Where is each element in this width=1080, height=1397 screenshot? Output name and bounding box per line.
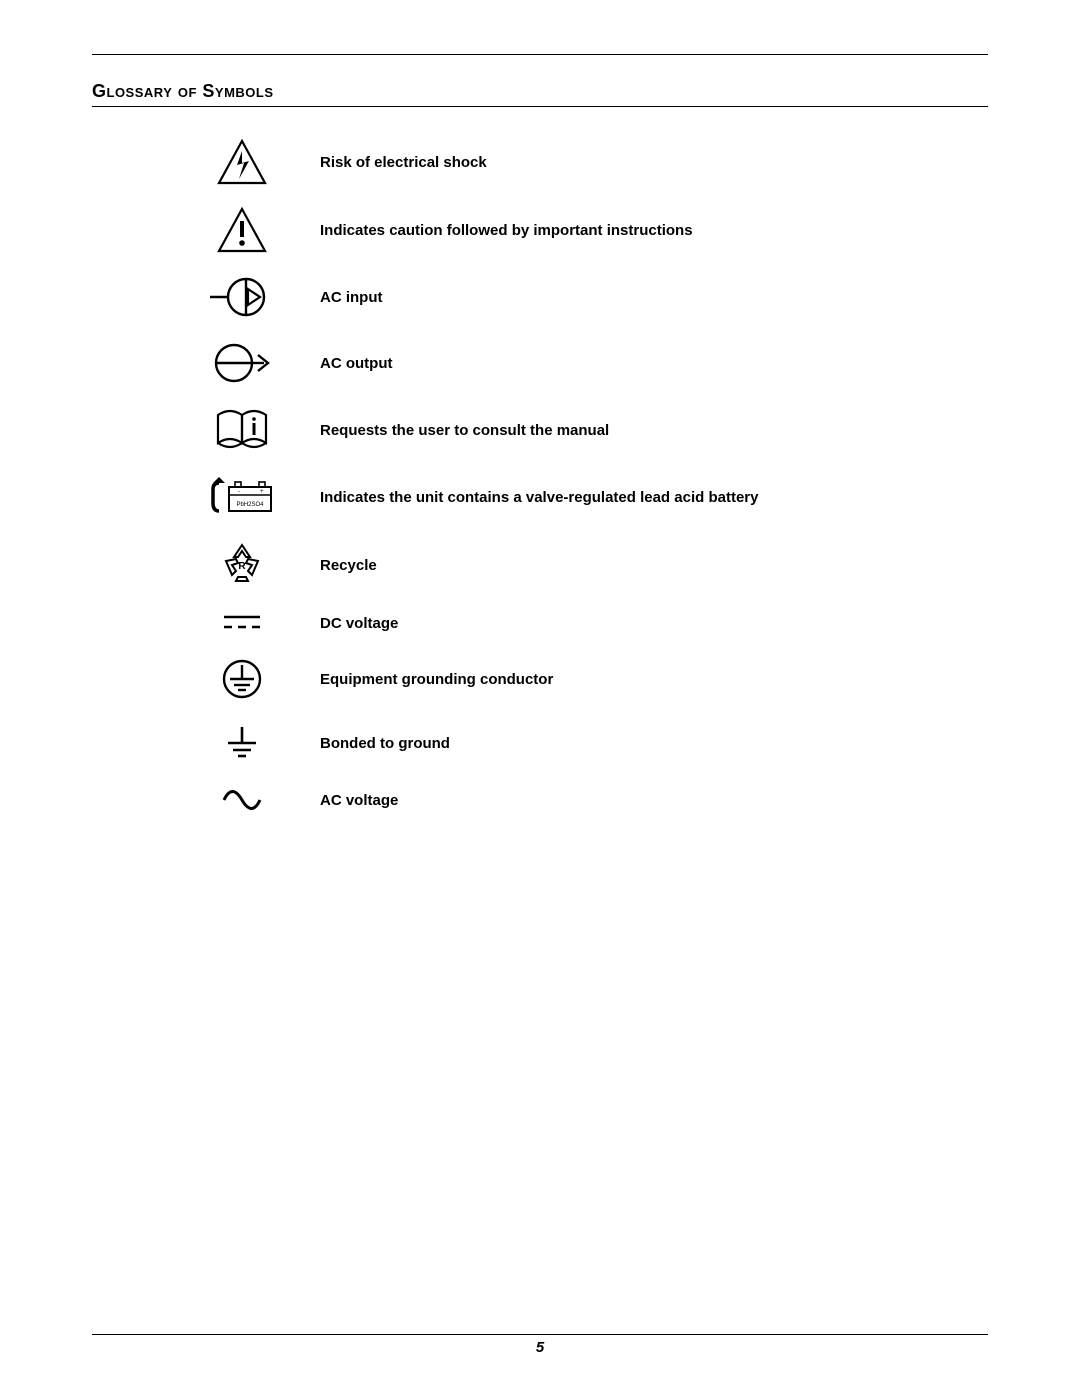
glossary-list: Risk of electrical shock Indicates cauti… — [182, 139, 948, 815]
glossary-row: AC output — [182, 341, 948, 385]
ac-input-icon — [182, 275, 302, 319]
battery-icon: - + PbH2SO4 — [182, 475, 302, 519]
page: Glossary of Symbols Risk of electrical s… — [0, 0, 1080, 1397]
glossary-row: Indicates caution followed by important … — [182, 207, 948, 253]
section-title: Glossary of Symbols — [92, 81, 988, 107]
glossary-row: R Recycle — [182, 541, 948, 589]
glossary-label: DC voltage — [302, 615, 398, 632]
top-rule — [92, 54, 988, 55]
glossary-row: Bonded to ground — [182, 723, 948, 763]
glossary-row: Equipment grounding conductor — [182, 657, 948, 701]
glossary-row: AC input — [182, 275, 948, 319]
glossary-row: Requests the user to consult the manual — [182, 407, 948, 453]
page-number: 5 — [536, 1339, 544, 1356]
glossary-row: - + PbH2SO4 Indicates the unit contains … — [182, 475, 948, 519]
bonded-ground-icon — [182, 723, 302, 763]
glossary-label: Indicates the unit contains a valve-regu… — [302, 489, 758, 506]
glossary-label: Risk of electrical shock — [302, 154, 487, 171]
svg-text:R: R — [238, 561, 246, 572]
glossary-label: Requests the user to consult the manual — [302, 422, 609, 439]
svg-text:PbH2SO4: PbH2SO4 — [236, 502, 264, 508]
svg-text:+: + — [260, 489, 264, 495]
glossary-label: AC input — [302, 289, 382, 306]
caution-icon — [182, 207, 302, 253]
equipment-ground-icon — [182, 657, 302, 701]
glossary-row: Risk of electrical shock — [182, 139, 948, 185]
glossary-label: AC output — [302, 355, 392, 372]
dc-voltage-icon — [182, 611, 302, 635]
recycle-icon: R — [182, 541, 302, 589]
shock-icon — [182, 139, 302, 185]
svg-text:-: - — [238, 489, 240, 495]
ac-output-icon — [182, 341, 302, 385]
glossary-label: Recycle — [302, 557, 377, 574]
footer: 5 — [92, 1334, 988, 1357]
glossary-row: DC voltage — [182, 611, 948, 635]
glossary-label: AC voltage — [302, 792, 398, 809]
glossary-label: Equipment grounding conductor — [302, 671, 553, 688]
glossary-row: AC voltage — [182, 785, 948, 815]
manual-icon — [182, 407, 302, 453]
ac-voltage-icon — [182, 785, 302, 815]
glossary-label: Bonded to ground — [302, 735, 450, 752]
glossary-label: Indicates caution followed by important … — [302, 222, 693, 239]
